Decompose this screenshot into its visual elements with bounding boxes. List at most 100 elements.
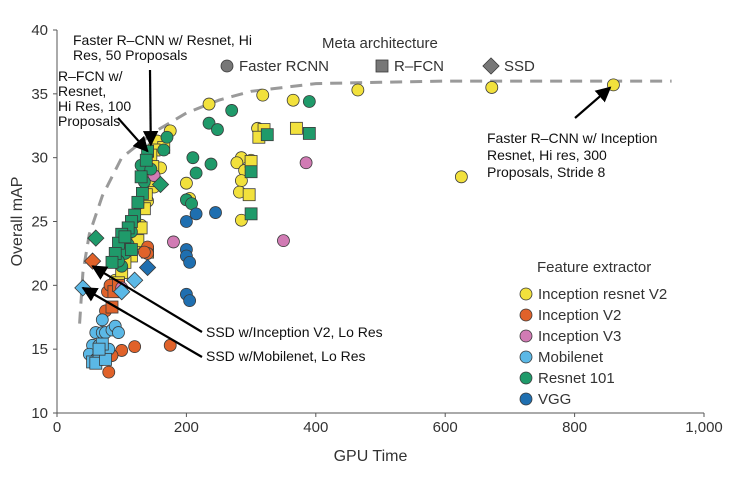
color-legend-label: Resnet 101 — [538, 370, 615, 387]
point-vgg-circle — [179, 215, 193, 228]
shape-legend-label: R–FCN — [394, 58, 444, 75]
point-inception-resnet-v2-circle — [202, 97, 216, 111]
annotation-line: SSD w/Inception V2, Lo Res — [206, 324, 383, 340]
annotation-text: SSD w/Inception V2, Lo Res — [206, 324, 383, 340]
point-resnet-101-circle — [186, 151, 200, 165]
annotation-arrow — [574, 86, 612, 119]
point-resnet-101-square — [105, 255, 119, 269]
y-tick-label: 40 — [31, 22, 48, 39]
point-vgg-diamond — [138, 258, 157, 277]
point-inception-resnet-v2-circle — [286, 93, 300, 107]
point-inception-v2-circle — [137, 245, 151, 259]
point-resnet-101-square — [118, 230, 132, 244]
point-resnet-101-circle — [302, 95, 316, 108]
point-inception-resnet-v2-circle — [351, 83, 365, 97]
point-inception-v2-circle — [102, 365, 116, 379]
color-legend-label: Inception V2 — [538, 307, 621, 324]
annotation-line: Hi Res, 100 — [58, 98, 131, 114]
x-tick-label: 400 — [303, 419, 328, 436]
color-legend-swatch — [519, 350, 533, 364]
annotation-line: Resnet, — [58, 83, 106, 99]
annotation-line: Faster R–CNN w/ Inception — [487, 130, 657, 146]
point-inception-v2-circle — [128, 340, 142, 354]
color-legend-swatch — [519, 287, 533, 301]
color-legend-swatch — [519, 329, 533, 343]
point-resnet-101-square — [139, 153, 153, 167]
x-tick-label: 0 — [53, 419, 61, 436]
point-inception-v3-circle — [277, 234, 290, 248]
annotation-line: Proposals, Stride 8 — [487, 164, 605, 180]
legends: Meta architecture Faster RCNN R–FCN SSD Feat… — [220, 35, 667, 408]
point-resnet-101-diamond — [151, 175, 170, 194]
y-axis-title: Overall mAP — [9, 177, 26, 267]
point-vgg-circle — [183, 255, 197, 269]
point-mobilenet-square — [92, 342, 106, 356]
point-resnet-101-circle — [160, 130, 174, 144]
annotation-arrow — [142, 69, 159, 147]
shape-legend-label: Faster RCNN — [239, 58, 329, 75]
point-resnet-101-square — [134, 170, 148, 184]
shape-legend-title: Meta architecture — [322, 35, 438, 52]
point-inception-resnet-v2-circle — [230, 156, 244, 170]
x-tick-label: 600 — [433, 419, 458, 436]
point-resnet-101-square — [131, 195, 145, 209]
point-resnet-101-circle — [157, 143, 171, 157]
y-tick-label: 10 — [31, 405, 48, 422]
point-mobilenet-diamond — [125, 271, 144, 289]
pareto-frontier — [78, 79, 672, 324]
point-vgg-circle — [183, 294, 197, 308]
annotation-line: Res, 50 Proposals — [73, 47, 187, 63]
annotation-line: Resnet, Hi res, 300 — [487, 147, 607, 163]
y-tick-label: 20 — [31, 277, 48, 294]
annotation-arrow — [117, 117, 149, 153]
annotation-arrow — [91, 265, 203, 333]
annotation-text: Faster R–CNN w/ Resnet, Hi Res, 50 Propos… — [73, 32, 252, 63]
legend-square-marker — [375, 59, 389, 73]
annotation-text: Faster R–CNN w/ Inception Resnet, Hi res,… — [487, 130, 657, 180]
x-tick-label: 200 — [174, 419, 199, 436]
axes: 0 200 400 600 800 1,000 10 15 20 25 30 35 40 GPU Time… — [9, 22, 723, 465]
color-legend-label: VGG — [538, 391, 571, 408]
color-legend-title: Feature extractor — [537, 259, 651, 276]
point-inception-v3-circle — [167, 235, 180, 249]
point-resnet-101-square — [260, 128, 274, 142]
point-mobilenet-circle — [112, 326, 125, 339]
y-tick-label: 30 — [31, 150, 48, 167]
y-tick-label: 15 — [31, 341, 48, 358]
data-points — [74, 78, 620, 379]
annotation-line: SSD w/Mobilenet, Lo Res — [206, 348, 366, 364]
point-inception-resnet-v2-circle — [256, 88, 270, 102]
x-tick-label: 800 — [562, 419, 587, 436]
color-legend-label: Inception resnet V2 — [538, 286, 667, 303]
color-legend-label: Mobilenet — [538, 349, 604, 366]
point-resnet-101-circle — [204, 157, 218, 171]
legend-circle-marker — [220, 59, 234, 73]
shape-legend-label: SSD — [504, 58, 535, 75]
point-resnet-101-square — [244, 207, 258, 221]
x-axis-title: GPU Time — [334, 448, 408, 465]
color-legend-swatch — [519, 392, 533, 406]
point-inception-resnet-v2-circle — [179, 176, 193, 190]
y-tick-label: 35 — [31, 86, 48, 103]
point-resnet-101-circle — [189, 166, 203, 180]
point-inception-resnet-v2-square — [242, 188, 256, 202]
annotation-line: R–FCN w/ — [58, 68, 123, 84]
point-inception-resnet-v2-circle — [454, 170, 468, 184]
x-tick-label: 1,000 — [685, 419, 723, 436]
point-mobilenet-circle — [95, 313, 109, 327]
annotation-text: R–FCN w/Resnet, Hi Res, 100 Proposals — [58, 68, 131, 129]
y-tick-label: 25 — [31, 214, 48, 231]
point-inception-v3-circle — [299, 156, 313, 170]
point-resnet-101-diamond — [87, 229, 105, 247]
point-inception-resnet-v2-circle — [485, 81, 499, 94]
annotation-arrow — [81, 286, 203, 358]
frontier-curve — [78, 79, 672, 324]
point-resnet-101-circle — [225, 104, 239, 117]
color-legend-swatch — [519, 308, 533, 322]
point-vgg-circle — [189, 207, 203, 221]
point-inception-resnet-v2-square — [289, 121, 303, 135]
point-mobilenet-square — [99, 352, 112, 366]
point-resnet-101-square — [244, 165, 258, 179]
point-resnet-101-square — [125, 243, 138, 256]
